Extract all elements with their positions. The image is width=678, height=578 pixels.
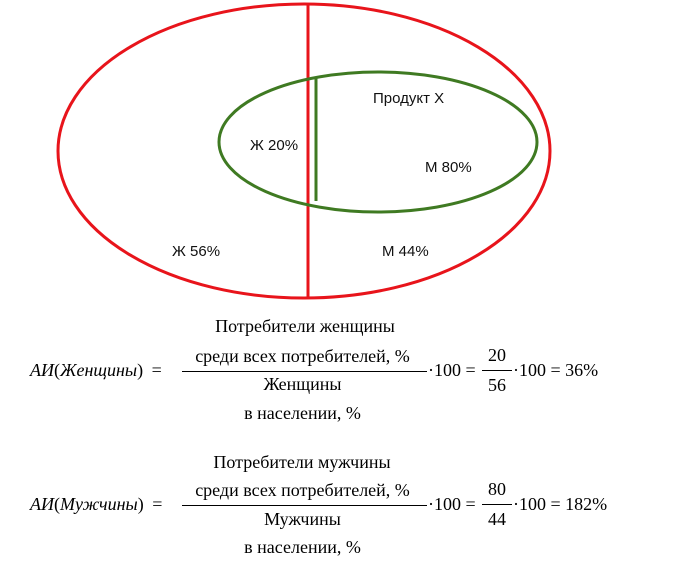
men-group: Мужчины — [60, 494, 138, 514]
men-open-paren: ( — [54, 494, 60, 514]
women-population-label: Ж 56% — [172, 243, 220, 260]
women-numerator-top: Потребители женщины — [215, 316, 395, 336]
women-value-numerator: 20 — [488, 345, 506, 365]
women-numerator: среди всех потребителей, % — [195, 346, 410, 366]
men-equals: = — [152, 494, 163, 514]
women-value-fraction-line — [482, 370, 512, 371]
product-label: Продукт Х — [373, 90, 444, 107]
men-buyers-label: М 80% — [425, 159, 472, 176]
men-numerator: среди всех потребителей, % — [195, 480, 410, 500]
men-population-label: М 44% — [382, 243, 429, 260]
women-open-paren: ( — [54, 360, 60, 380]
men-close-paren: ) — [137, 494, 144, 514]
men-main-fraction-line — [182, 505, 427, 506]
women-lhs: АИ(Женщины) = — [30, 360, 162, 381]
men-numerator-top: Потребители мужчины — [213, 452, 391, 472]
women-buyers-label: Ж 20% — [250, 137, 298, 154]
women-group: Женщины — [60, 360, 138, 380]
men-lhs: АИ(Мужчины) = — [30, 494, 162, 515]
women-result: ·100 = 36% — [513, 360, 599, 380]
men-value-denominator: 44 — [488, 509, 506, 529]
product-ellipse — [217, 70, 539, 214]
men-denominator: Мужчины — [264, 509, 341, 529]
women-times-100: ·100 = — [428, 360, 476, 380]
men-times-100: ·100 = — [428, 494, 476, 514]
men-value-numerator: 80 — [488, 479, 506, 499]
women-equals: = — [151, 360, 162, 380]
men-result: ·100 = 182% — [513, 494, 608, 514]
men-value-fraction-line — [482, 504, 512, 505]
women-ai: АИ — [30, 360, 54, 380]
men-denominator-bottom: в населении, % — [244, 537, 361, 557]
women-close-paren: ) — [137, 360, 144, 380]
women-value-denominator: 56 — [488, 375, 506, 395]
venn-diagram: Продукт Х Ж 20% М 80% Ж 56% М 44% — [56, 2, 552, 300]
women-denominator-bottom: в населении, % — [244, 403, 361, 423]
women-denominator: Женщины — [263, 374, 342, 394]
women-main-fraction-line — [182, 371, 427, 372]
population-ellipse — [56, 2, 552, 300]
men-ai: АИ — [30, 494, 54, 514]
